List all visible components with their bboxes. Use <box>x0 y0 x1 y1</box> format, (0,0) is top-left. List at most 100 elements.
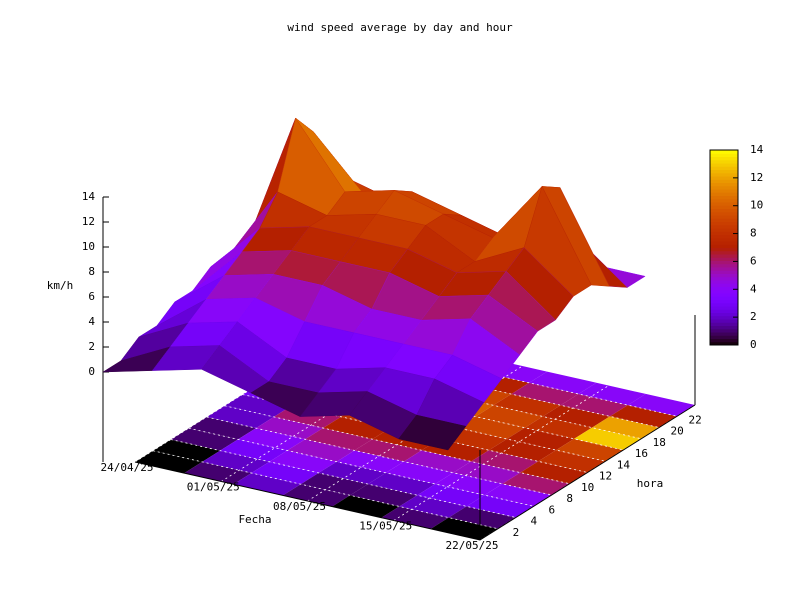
y-tick-label: 6 <box>548 503 555 516</box>
colorbar-step <box>710 224 738 229</box>
colorbar-tick-label: 10 <box>750 199 763 212</box>
heatmap-cell <box>368 472 436 496</box>
colorbar-step <box>710 254 738 258</box>
colorbar-step <box>710 228 738 232</box>
heatmap-cell <box>453 461 521 484</box>
heatmap-cell <box>484 483 552 507</box>
colorbar-step <box>710 156 738 161</box>
z-tick-label: 6 <box>88 290 95 303</box>
colorbar-step <box>710 276 738 281</box>
colorbar-step <box>710 189 738 193</box>
z-tick-label: 2 <box>88 340 95 353</box>
colorbar-step <box>710 195 738 200</box>
colorbar-step <box>710 211 738 216</box>
x-tick-label: 15/05/25 <box>359 520 412 533</box>
colorbar-step <box>710 205 738 209</box>
colorbar-step <box>710 250 738 255</box>
heatmap-cell <box>592 416 660 439</box>
z-tick-label: 10 <box>82 240 95 253</box>
colorbar-step <box>710 322 738 326</box>
heatmap-cell <box>152 439 221 462</box>
heatmap-cell <box>417 484 485 507</box>
heatmap-cell <box>385 461 454 484</box>
heatmap-cell <box>170 428 238 451</box>
colorbar-step <box>710 263 738 268</box>
colorbar-step <box>710 286 738 291</box>
heatmap-cell <box>493 394 561 417</box>
x-tick-label: 08/05/25 <box>273 500 326 513</box>
colorbar-step <box>710 335 738 339</box>
colorbar-step <box>710 283 738 287</box>
colorbar-step <box>710 289 738 294</box>
colorbar-step <box>710 338 738 343</box>
colorbar-tick-label: 8 <box>750 227 757 240</box>
colorbar-step <box>710 319 738 323</box>
colorbar-tick-label: 2 <box>750 310 757 323</box>
y-axis-label: hora <box>637 477 664 490</box>
heatmap-cell <box>233 473 301 496</box>
heatmap-cell <box>502 472 570 495</box>
heatmap-cell <box>627 393 695 417</box>
heatmap-cell <box>332 495 400 518</box>
surface-patch <box>398 414 467 451</box>
heatmap-cell <box>560 394 628 417</box>
y-tick-label: 18 <box>653 436 666 449</box>
heatmap-cell <box>318 461 386 485</box>
colorbar-step <box>710 169 738 174</box>
heatmap-cell <box>399 495 467 518</box>
grid-line <box>188 427 534 507</box>
heatmap-cell <box>609 405 678 428</box>
colorbar-step <box>710 293 738 297</box>
colorbar-step <box>710 332 738 336</box>
colorbar-step <box>710 299 738 304</box>
y-tick-label: 8 <box>566 492 573 505</box>
colorbar-step <box>710 198 738 203</box>
colorbar-step <box>710 192 738 196</box>
colorbar-step <box>710 221 738 226</box>
colorbar-step <box>710 270 738 274</box>
y-tick-label: 2 <box>513 526 520 539</box>
heatmap-cell <box>529 371 597 394</box>
heatmap-cell <box>323 416 391 440</box>
heatmap-cell <box>475 405 543 428</box>
colorbar-step <box>710 309 738 313</box>
colorbar-step <box>710 231 738 235</box>
heatmap-cell <box>457 416 525 439</box>
colorbar-step <box>710 163 738 167</box>
heatmap-cell <box>381 506 449 529</box>
colorbar-step <box>710 267 738 271</box>
heatmap-cell <box>574 427 642 450</box>
colorbar-step <box>710 215 738 219</box>
heatmap-cell <box>466 495 534 518</box>
colorbar-step <box>710 202 738 206</box>
grid-line <box>224 405 570 485</box>
colorbar-step <box>710 244 738 248</box>
heatmap-cell <box>506 427 574 451</box>
colorbar-step <box>710 150 738 154</box>
heatmap-cell <box>542 405 610 428</box>
colorbar-step <box>710 185 738 190</box>
z-tick-label: 0 <box>88 365 95 378</box>
colorbar-step <box>710 260 738 265</box>
y-tick-label: 4 <box>531 515 538 528</box>
colorbar-step <box>710 208 738 213</box>
grid-line <box>152 450 499 530</box>
heatmap-cell <box>336 450 404 473</box>
heatmap-cell <box>238 428 306 451</box>
colorbar-step <box>710 241 738 245</box>
colorbar-step <box>710 325 738 330</box>
x-axis-label: Fecha <box>238 513 271 526</box>
colorbar-step <box>710 302 738 307</box>
heatmap-cell <box>251 461 319 485</box>
grid-line <box>170 439 516 518</box>
heatmap-cell <box>224 394 292 417</box>
heatmap-cell <box>448 506 516 529</box>
x-tick-label: 22/05/25 <box>446 539 499 552</box>
colorbar-step <box>710 315 738 320</box>
colorbar-step <box>710 306 738 310</box>
heatmap-cell <box>578 382 646 406</box>
heatmap-cell <box>488 439 557 462</box>
colorbar-step <box>710 341 738 346</box>
x-tick-label: 01/05/25 <box>187 481 240 494</box>
heatmap-cell <box>524 416 592 439</box>
